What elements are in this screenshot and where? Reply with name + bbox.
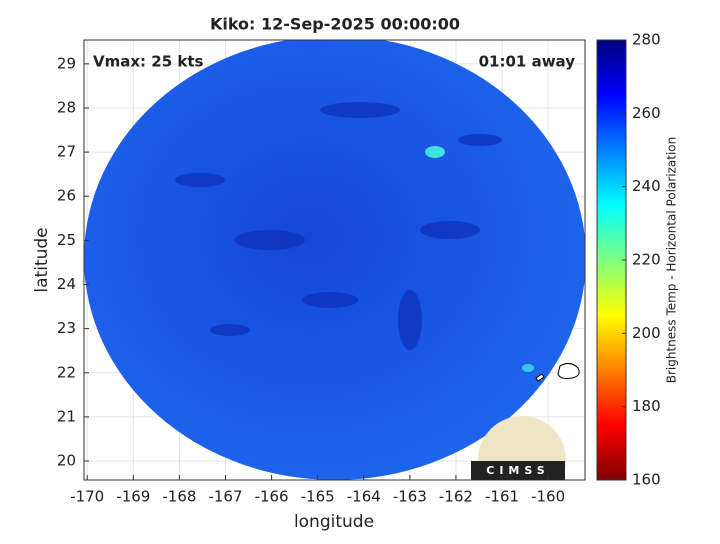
x-axis-label: longitude [294, 512, 374, 532]
swath [84, 40, 585, 480]
y-tick-label: 25 [57, 231, 76, 249]
x-tick-label: -163 [393, 488, 427, 506]
colorbar-tick-label: 160 [632, 471, 661, 489]
x-tick-label: -165 [301, 488, 335, 506]
y-tick-label: 20 [57, 452, 76, 470]
y-axis-label: latitude [32, 227, 52, 292]
x-tick-label: -164 [347, 488, 381, 506]
x-tick-label: -168 [162, 488, 196, 506]
y-tick-label: 27 [57, 143, 76, 161]
y-tick-label: 22 [57, 363, 76, 381]
y-tick-label: 29 [57, 54, 76, 72]
cold-spots [175, 102, 502, 350]
colorbar-tick-label: 200 [632, 324, 661, 342]
annotation: Vmax: 25 kts [93, 53, 203, 71]
colorbar [596, 39, 627, 481]
colorbar-tick-label: 280 [632, 31, 661, 49]
swath-disc [84, 40, 585, 480]
colorbar-tick-label: 180 [632, 397, 661, 415]
warm-spot [522, 364, 534, 372]
y-tick-label: 21 [57, 407, 76, 425]
x-tick-label: -160 [531, 488, 565, 506]
y-tick-label: 23 [57, 319, 76, 337]
colorbar-tick-label: 240 [632, 177, 661, 195]
coastline [535, 362, 580, 382]
colorbar-label: Brightness Temp - Horizontal Polarizatio… [665, 137, 679, 384]
plot-frame [83, 39, 586, 481]
logo-band [471, 461, 565, 480]
logo: CIMSS [471, 416, 566, 480]
colorbar-tick-label: 220 [632, 251, 661, 269]
colorbar-tick-label: 260 [632, 104, 661, 122]
y-tick-label: 28 [57, 98, 76, 116]
logo-text: CIMSS [486, 464, 549, 477]
x-tick-label: -161 [485, 488, 519, 506]
warm-spot [425, 146, 445, 158]
y-tick-label: 24 [57, 275, 76, 293]
x-tick-label: -162 [439, 488, 473, 506]
x-tick-label: -167 [208, 488, 242, 506]
x-tick-label: -166 [255, 488, 289, 506]
annotation: 01:01 away [479, 53, 576, 71]
x-tick-label: -169 [116, 488, 150, 506]
x-tick-label: -170 [70, 488, 104, 506]
y-tick-label: 26 [57, 187, 76, 205]
title: Kiko: 12-Sep-2025 00:00:00 [210, 15, 460, 34]
